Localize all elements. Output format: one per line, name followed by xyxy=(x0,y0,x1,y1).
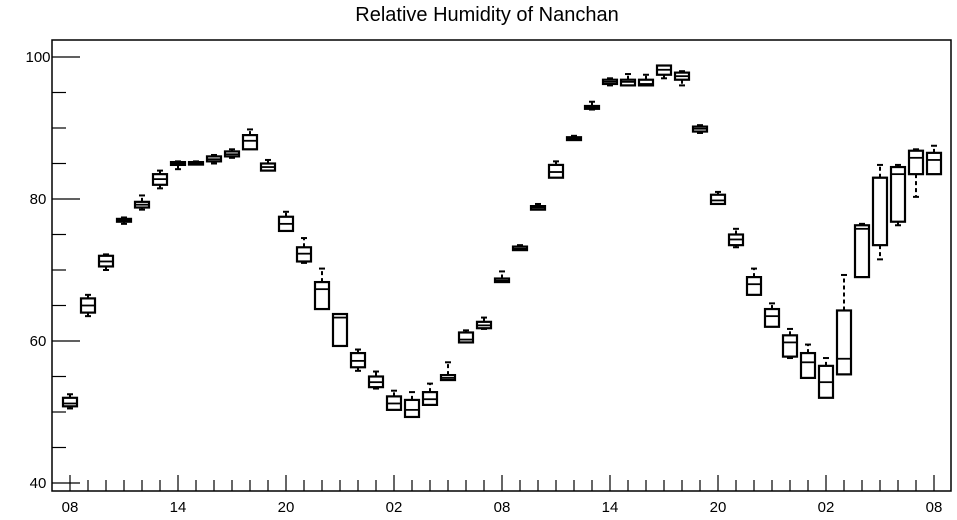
box-1 xyxy=(79,293,97,318)
x-axis: 08 14 20 02 08 14 20 02 08 xyxy=(62,475,943,516)
box-body xyxy=(331,312,349,348)
box-13 xyxy=(295,237,313,264)
box-34 xyxy=(673,70,691,87)
box-17 xyxy=(367,370,385,390)
x-tick-label: 20 xyxy=(710,499,727,516)
box-22 xyxy=(457,329,475,344)
box-30 xyxy=(601,77,619,87)
box-43 xyxy=(835,273,853,376)
box-11 xyxy=(259,158,277,172)
x-tick-label: 14 xyxy=(602,499,619,516)
box-body xyxy=(709,193,727,206)
box-47 xyxy=(907,148,925,198)
box-45 xyxy=(871,163,889,261)
box-body xyxy=(313,280,331,311)
box-16 xyxy=(349,348,367,372)
box-body xyxy=(241,134,259,151)
box-8 xyxy=(205,153,223,165)
chart-title: Relative Humidity of Nanchan xyxy=(355,4,618,26)
box-body xyxy=(403,398,421,419)
box-29 xyxy=(583,100,601,111)
box-31 xyxy=(619,73,637,87)
box-24 xyxy=(493,270,511,284)
box-body xyxy=(871,176,889,247)
box-36 xyxy=(709,190,727,206)
box-35 xyxy=(691,124,709,134)
box-40 xyxy=(781,327,799,360)
box-18 xyxy=(385,389,403,411)
box-body xyxy=(853,224,871,279)
box-2 xyxy=(97,253,115,271)
box-12 xyxy=(277,210,295,233)
box-21 xyxy=(439,361,457,382)
box-body xyxy=(925,151,943,176)
box-body xyxy=(763,307,781,328)
x-tick-label: 02 xyxy=(386,499,403,516)
y-tick-label: 80 xyxy=(30,191,47,208)
box-body xyxy=(835,309,853,376)
box-6 xyxy=(169,160,187,171)
box-body xyxy=(457,331,475,344)
box-20 xyxy=(421,382,439,406)
box-46 xyxy=(889,163,907,227)
box-10 xyxy=(241,128,259,151)
box-7 xyxy=(187,160,205,166)
x-tick-label: 02 xyxy=(818,499,835,516)
box-body xyxy=(781,334,799,358)
box-28 xyxy=(565,134,583,142)
x-tick-label: 14 xyxy=(170,499,187,516)
box-38 xyxy=(745,267,763,296)
box-42 xyxy=(817,357,835,399)
box-body xyxy=(637,78,655,87)
box-26 xyxy=(529,202,547,211)
y-tick-label: 60 xyxy=(30,333,47,350)
box-48 xyxy=(925,144,943,176)
box-body xyxy=(889,165,907,223)
box-25 xyxy=(511,244,529,252)
x-tick-label: 20 xyxy=(278,499,295,516)
x-tick-label: 08 xyxy=(494,499,511,516)
box-23 xyxy=(475,316,493,330)
box-5 xyxy=(151,169,169,190)
box-body xyxy=(799,351,817,380)
plot-frame xyxy=(51,39,952,492)
box-series xyxy=(61,64,943,419)
box-44 xyxy=(853,222,871,279)
box-9 xyxy=(223,148,241,159)
box-body xyxy=(745,276,763,296)
box-3 xyxy=(115,216,133,225)
box-41 xyxy=(799,343,817,380)
box-37 xyxy=(727,227,745,249)
box-39 xyxy=(763,302,781,328)
y-tick-label: 100 xyxy=(25,49,50,66)
y-axis: 40 60 80 100 xyxy=(25,49,80,492)
box-body xyxy=(907,149,925,176)
box-33 xyxy=(655,64,673,80)
box-14 xyxy=(313,267,331,311)
box-15 xyxy=(331,312,349,348)
box-32 xyxy=(637,73,655,87)
box-0 xyxy=(61,393,79,410)
box-19 xyxy=(403,391,421,419)
x-tick-label: 08 xyxy=(62,499,79,516)
box-27 xyxy=(547,160,565,179)
box-body xyxy=(61,396,79,408)
box-4 xyxy=(133,194,151,211)
x-tick-label: 08 xyxy=(926,499,943,516)
y-tick-label: 40 xyxy=(30,475,47,492)
